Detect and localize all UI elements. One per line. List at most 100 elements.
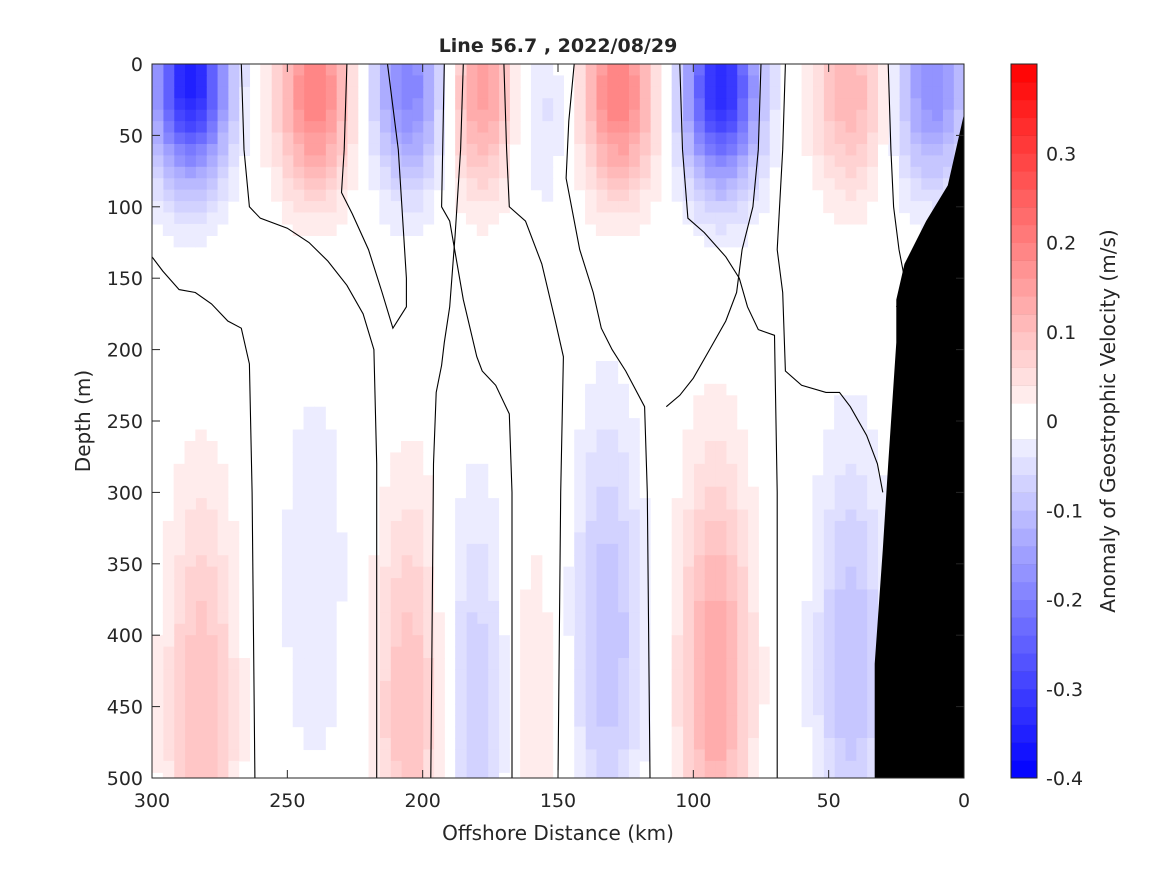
field-cell	[173, 64, 186, 77]
field-cell	[303, 635, 315, 648]
zero-contour-line	[441, 64, 513, 778]
field-cell	[195, 726, 207, 739]
field-cell	[152, 703, 164, 716]
field-cell	[671, 600, 684, 613]
field-cell	[541, 760, 554, 773]
field-cell	[206, 772, 218, 778]
colorbar-tick-label: 0.1	[1046, 322, 1076, 344]
field-cell	[292, 692, 305, 705]
field-cell	[812, 132, 824, 145]
field-cell	[336, 64, 348, 77]
field-cell	[184, 623, 196, 636]
field-cell	[909, 143, 922, 156]
colorbar-segment	[1011, 563, 1037, 583]
field-cell	[866, 132, 878, 145]
field-cell	[931, 189, 943, 202]
field-cell	[390, 498, 402, 511]
field-cell	[465, 64, 478, 77]
field-cell	[877, 498, 889, 511]
field-cell	[173, 109, 186, 122]
field-cell	[325, 566, 337, 579]
field-cell	[476, 212, 489, 225]
field-cell	[714, 532, 727, 545]
field-cell	[628, 532, 640, 545]
field-cell	[758, 680, 770, 693]
field-cell	[834, 475, 846, 488]
field-cell	[422, 623, 435, 636]
field-cell	[162, 715, 175, 728]
field-cell	[834, 520, 846, 533]
field-cell	[152, 75, 164, 88]
field-cell	[714, 760, 727, 773]
field-cell	[541, 738, 554, 751]
field-cell	[606, 223, 619, 236]
field-cell	[487, 498, 500, 511]
field-cell	[390, 520, 402, 533]
field-cell	[574, 589, 586, 602]
field-cell	[574, 463, 586, 476]
field-cell	[173, 623, 186, 636]
field-cell	[271, 64, 283, 77]
field-cell	[704, 143, 716, 156]
field-cell	[671, 143, 684, 156]
field-cell	[271, 75, 283, 88]
field-cell	[801, 143, 814, 156]
field-cell	[693, 715, 705, 728]
field-cell	[704, 520, 716, 533]
field-cell	[585, 600, 597, 613]
field-cell	[574, 738, 586, 751]
field-cell	[227, 543, 240, 556]
field-cell	[379, 98, 391, 111]
field-cell	[314, 612, 326, 625]
field-cell	[606, 532, 619, 545]
field-cell	[184, 612, 196, 625]
field-cell	[162, 532, 175, 545]
field-cell	[595, 223, 608, 236]
field-cell	[693, 86, 705, 99]
field-cell	[834, 692, 846, 705]
field-cell	[617, 383, 629, 396]
field-cell	[206, 692, 218, 705]
field-cell	[574, 646, 586, 659]
field-cell	[314, 600, 326, 613]
field-cell	[530, 703, 543, 716]
colorbar-segment	[1011, 456, 1037, 476]
field-cell	[758, 143, 770, 156]
field-cell	[390, 703, 402, 716]
field-cell	[834, 440, 846, 454]
field-cell	[595, 680, 608, 693]
field-cell	[433, 98, 445, 111]
field-cell	[704, 235, 716, 248]
field-cell	[682, 600, 694, 613]
field-cell	[390, 486, 402, 499]
field-cell	[899, 189, 911, 202]
field-cell	[714, 738, 727, 751]
field-cell	[877, 475, 889, 488]
field-cell	[823, 86, 835, 99]
field-cell	[520, 726, 532, 739]
field-cell	[628, 555, 640, 568]
field-cell	[325, 98, 337, 111]
field-cell	[292, 98, 305, 111]
field-cell	[714, 109, 727, 122]
field-cell	[693, 498, 705, 511]
field-cell	[195, 132, 207, 145]
field-cell	[606, 623, 619, 636]
field-cell	[931, 121, 943, 134]
field-cell	[650, 178, 662, 191]
field-cell	[812, 64, 824, 77]
field-cell	[173, 532, 186, 545]
field-cell	[758, 155, 770, 168]
field-cell	[487, 155, 500, 168]
field-cell	[714, 395, 727, 408]
field-cell	[585, 418, 597, 431]
field-cell	[725, 235, 738, 248]
field-cell	[595, 201, 608, 214]
field-cell	[346, 178, 359, 191]
field-cell	[336, 578, 348, 591]
y-tick-label: 500	[107, 768, 143, 790]
field-cell	[422, 715, 435, 728]
field-cell	[617, 498, 629, 511]
field-cell	[855, 589, 868, 602]
field-cell	[314, 555, 326, 568]
